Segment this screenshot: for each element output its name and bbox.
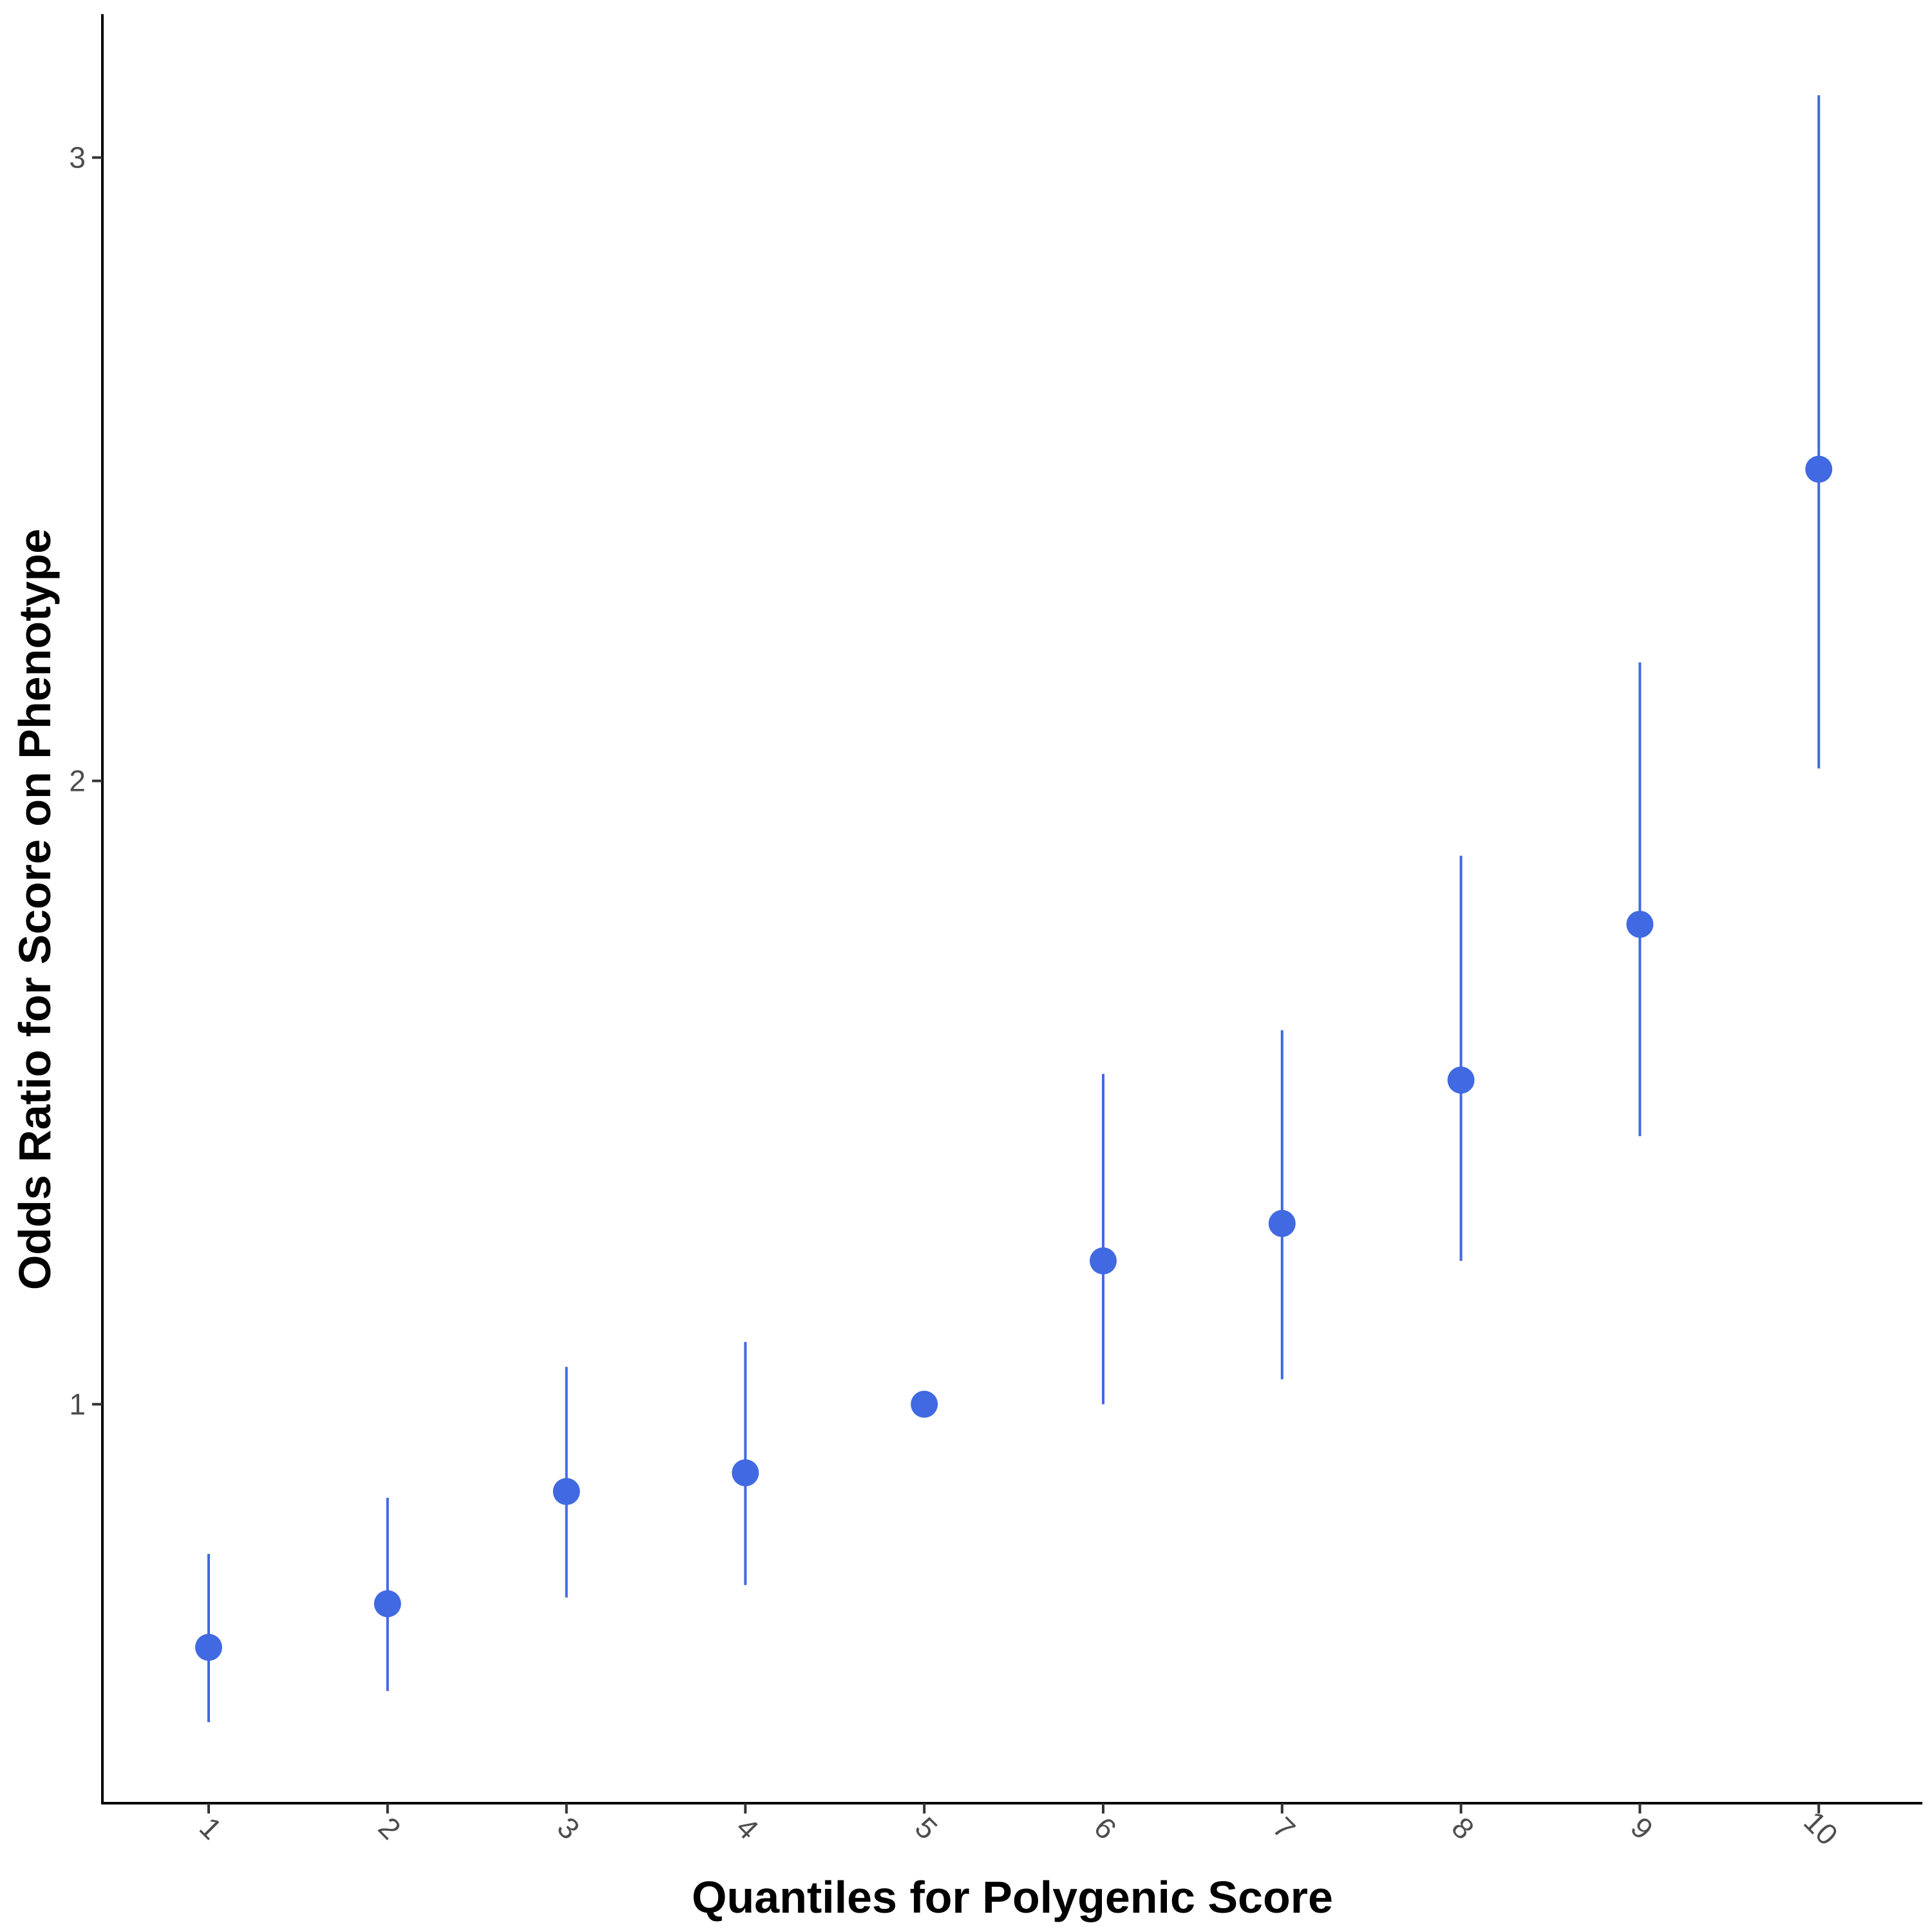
- errorbars: [207, 95, 1821, 1723]
- point-q4: [732, 1459, 759, 1486]
- x-ticks: 1 2 3 4 5 6 7 8 9 10: [193, 1803, 1844, 1852]
- points: [195, 455, 1833, 1662]
- point-q8: [1447, 1066, 1475, 1094]
- x-tick-label: 8: [1445, 1810, 1481, 1846]
- x-tick-label: 7: [1267, 1810, 1302, 1846]
- x-tick-label: 2: [372, 1810, 408, 1846]
- point-q6: [1090, 1247, 1117, 1274]
- point-q1: [195, 1634, 222, 1662]
- x-tick-label: 5: [909, 1810, 944, 1846]
- point-q2: [374, 1590, 401, 1618]
- x-tick-label: 9: [1624, 1810, 1660, 1846]
- y-ticks: 1 2 3: [69, 141, 102, 1421]
- point-q5: [911, 1390, 938, 1418]
- x-tick-label: 10: [1797, 1804, 1844, 1852]
- x-tick-label: 1: [193, 1810, 229, 1846]
- point-q3: [553, 1478, 580, 1506]
- x-tick-label: 3: [551, 1810, 586, 1846]
- x-axis-title: Quantiles for Polygenic Score: [692, 1872, 1333, 1922]
- point-q7: [1268, 1209, 1296, 1237]
- y-tick-label: 2: [69, 764, 86, 798]
- point-q10: [1805, 455, 1833, 483]
- y-tick-label: 3: [69, 141, 86, 175]
- x-tick-label: 6: [1088, 1810, 1123, 1846]
- y-axis-title: Odds Ratio for Score on Phenotype: [10, 529, 60, 1290]
- point-q9: [1626, 911, 1654, 938]
- y-tick-label: 1: [69, 1388, 86, 1421]
- x-tick-label: 4: [730, 1810, 765, 1846]
